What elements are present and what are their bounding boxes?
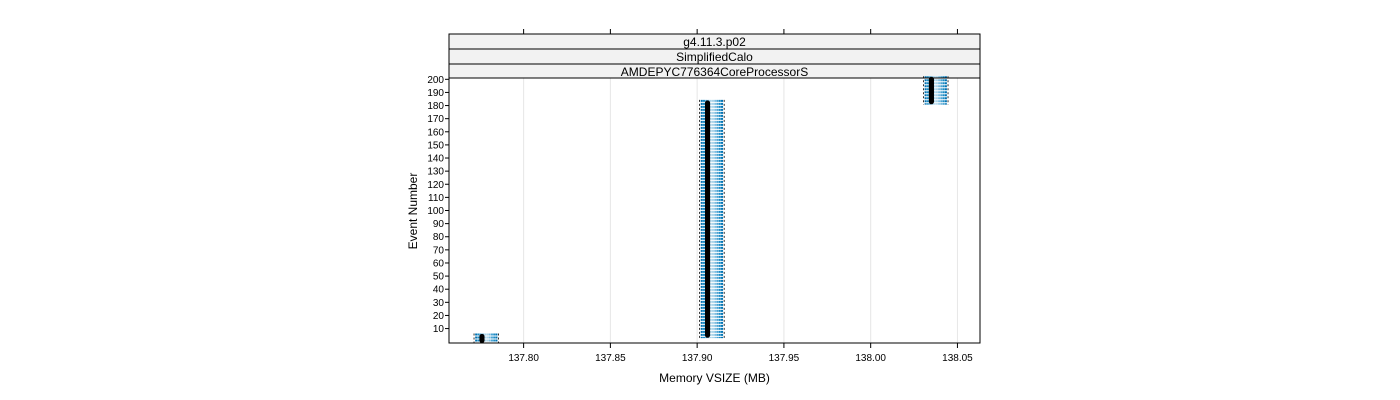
strip-1-label: g4.11.3.p02: [683, 35, 746, 49]
x-tick-label: 138.05: [942, 353, 973, 364]
y-tick-label: 190: [427, 88, 444, 99]
y-tick-label: 70: [433, 245, 445, 256]
y-tick-label: 90: [433, 219, 445, 230]
y-tick-label: 50: [433, 272, 445, 283]
y-tick-label: 60: [433, 258, 445, 269]
y-tick-label: 180: [427, 101, 444, 112]
x-tick-label: 137.95: [769, 353, 800, 364]
y-axis-title: Event Number: [406, 173, 420, 250]
y-tick-label: 30: [433, 298, 445, 309]
y-tick-label: 140: [427, 154, 444, 165]
x-axis-title: Memory VSIZE (MB): [659, 371, 770, 385]
x-tick-label: 137.90: [682, 353, 713, 364]
x-tick-label: 138.00: [855, 353, 886, 364]
y-tick-label: 170: [427, 114, 444, 125]
y-tick-label: 10: [433, 324, 445, 335]
y-tick-label: 160: [427, 127, 444, 138]
quantile-bands: [473, 76, 949, 344]
grid-lines: [523, 78, 958, 343]
data-point: [928, 76, 935, 82]
y-axis: 10 20 30 40 50 60 70 80 90 100 110 120 130 140 150 160 1…: [427, 75, 449, 335]
strip-2-label: SimplifiedCalo: [676, 50, 753, 64]
y-tick-label: 150: [427, 140, 444, 151]
strip-3-label: AMDEPYC776364CoreProcessorS: [621, 65, 808, 79]
data-points: [479, 76, 935, 343]
y-tick-label: 20: [433, 311, 445, 322]
y-tick-label: 200: [427, 75, 444, 86]
data-point: [479, 333, 485, 340]
y-tick-label: 110: [428, 193, 444, 204]
y-tick-label: 130: [427, 167, 444, 178]
y-tick-label: 40: [433, 285, 445, 296]
plot-panel-border: [448, 77, 981, 344]
x-tick-label: 137.85: [595, 353, 626, 364]
y-tick-label: 80: [433, 232, 445, 243]
x-tick-label: 137.80: [508, 353, 539, 364]
y-tick-label: 100: [427, 206, 444, 217]
x-axis: 137.80 137.85 137.90 137.95 138.00 138.05: [508, 29, 973, 364]
data-point: [704, 100, 711, 106]
y-tick-label: 120: [427, 180, 444, 191]
strip-headers: g4.11.3.p02 SimplifiedCalo AMDEPYC776364…: [448, 33, 981, 79]
